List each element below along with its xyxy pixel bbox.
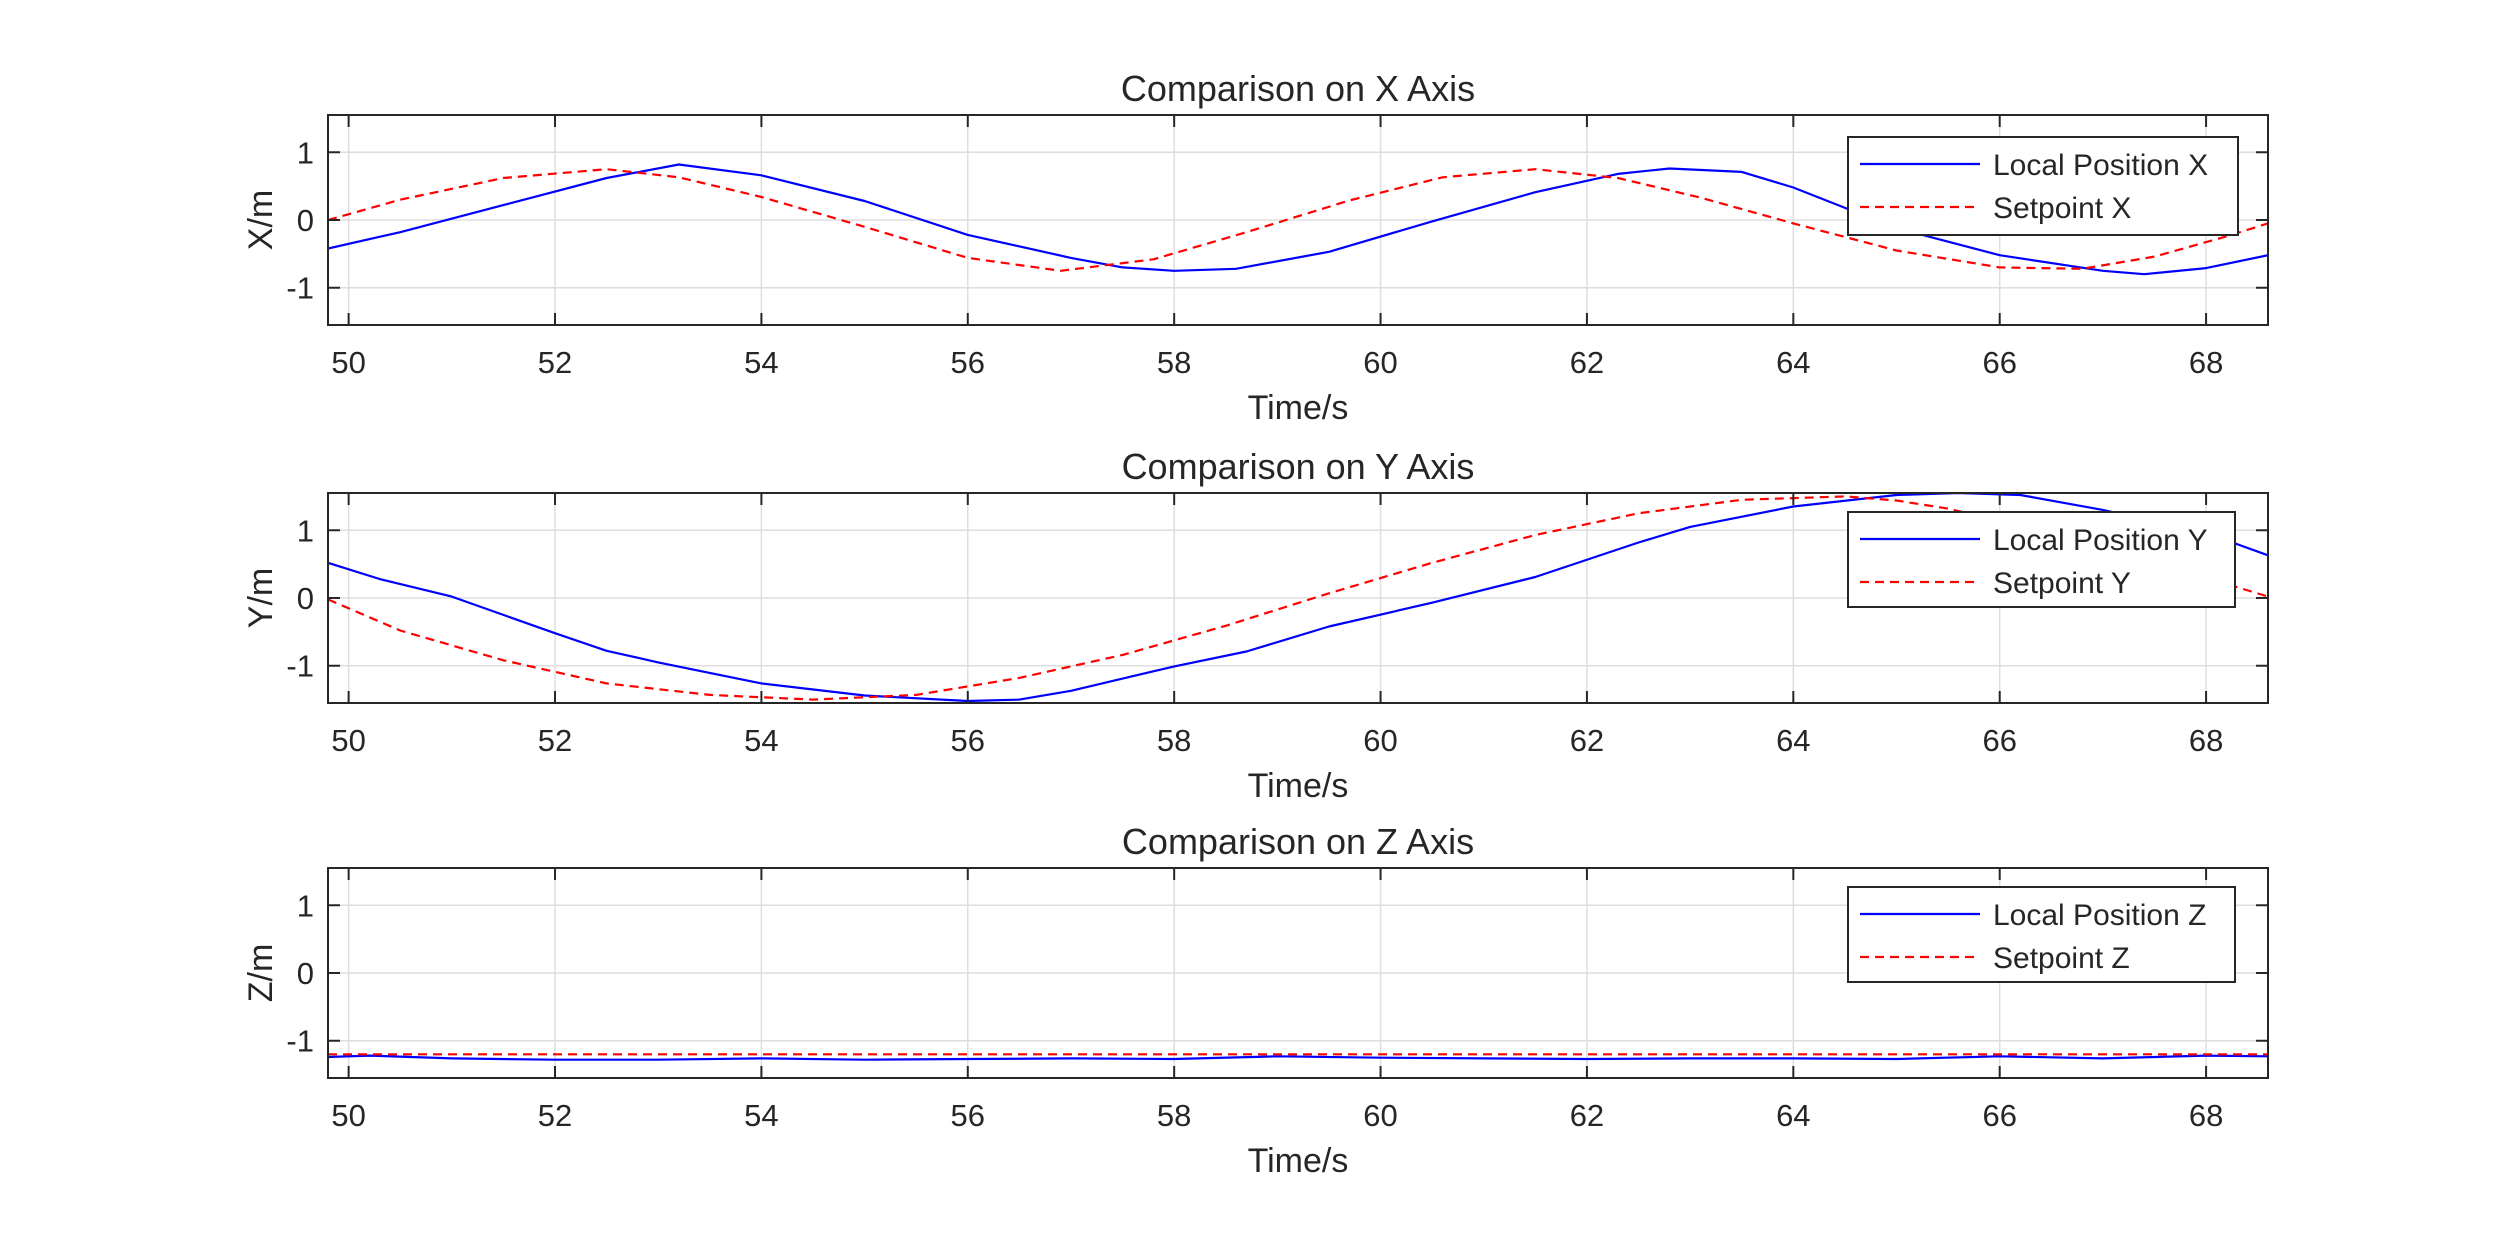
x-tick-label: 58	[1157, 1098, 1191, 1133]
x-tick-label: 60	[1363, 1098, 1397, 1133]
x-tick-label: 54	[744, 345, 778, 380]
y-axis-label: Z/m	[242, 944, 280, 1003]
x-tick-label: 58	[1157, 723, 1191, 758]
y-axis-label: X/m	[242, 190, 280, 250]
x-tick-label: 56	[951, 723, 985, 758]
y-tick-label: 0	[297, 203, 314, 238]
legend: Local Position X Setpoint X	[1847, 136, 2239, 236]
y-axis-label: Y/m	[242, 568, 280, 628]
x-tick-label: 54	[744, 723, 778, 758]
y-tick-label: 1	[297, 888, 314, 923]
setpoint-series-line	[328, 168, 2268, 272]
x-tick-label: 60	[1363, 723, 1397, 758]
x-tick-label: 68	[2189, 1098, 2223, 1133]
x-tick-label: 68	[2189, 723, 2223, 758]
x-axis-label: Time/s	[1248, 1142, 1349, 1180]
legend-box	[1847, 136, 2239, 236]
chart-title: Comparison on X Axis	[1121, 68, 1475, 109]
chart-title: Comparison on Y Axis	[1122, 446, 1475, 487]
x-tick-label: 64	[1776, 1098, 1810, 1133]
x-tick-label: 58	[1157, 345, 1191, 380]
chart-x-axis: 50 52 54 56 58 60 62 64 66 68 -1 0 1 Comparison on X …	[242, 68, 2269, 427]
x-tick-label: 64	[1776, 345, 1810, 380]
x-tick-label: 56	[951, 1098, 985, 1133]
local-position-series-line	[328, 1054, 2268, 1061]
legend-label: Local Position Y	[1993, 524, 2208, 557]
y-tick-label: -1	[286, 1024, 314, 1059]
x-tick-label: 66	[1982, 1098, 2016, 1133]
legend-label: Setpoint X	[1993, 192, 2131, 225]
x-tick-label: 62	[1570, 723, 1604, 758]
x-tick-label: 50	[331, 345, 365, 380]
series-group	[328, 163, 2268, 276]
x-tick-label: 52	[538, 723, 572, 758]
chart-z-axis: 50 52 54 56 58 60 62 64 66 68 -1 0 1 Comparison on Z …	[242, 821, 2269, 1180]
x-tick-label: 66	[1982, 345, 2016, 380]
legend-label: Setpoint Y	[1993, 567, 2131, 600]
x-tick-label: 64	[1776, 723, 1810, 758]
y-tick-label: 1	[297, 135, 314, 170]
legend-box	[1847, 511, 2236, 608]
series-group	[328, 1053, 2268, 1061]
legend: Local Position Y Setpoint Y	[1847, 511, 2236, 608]
x-tick-label: 62	[1570, 345, 1604, 380]
legend: Local Position Z Setpoint Z	[1847, 886, 2236, 983]
x-tick-label: 52	[538, 1098, 572, 1133]
x-tick-label: 60	[1363, 345, 1397, 380]
x-axis-label: Time/s	[1248, 389, 1349, 427]
y-tick-label: -1	[286, 271, 314, 306]
y-tick-label: -1	[286, 649, 314, 684]
y-tick-label: 0	[297, 581, 314, 616]
x-tick-label: 56	[951, 345, 985, 380]
x-tick-label: 50	[331, 1098, 365, 1133]
legend-label: Local Position Z	[1993, 899, 2206, 932]
local-position-series-line	[328, 493, 2268, 703]
legend-box	[1847, 886, 2236, 983]
x-tick-label: 52	[538, 345, 572, 380]
legend-label: Local Position X	[1993, 149, 2208, 182]
x-axis-label: Time/s	[1248, 767, 1349, 805]
x-tick-label: 54	[744, 1098, 778, 1133]
x-tick-label: 50	[331, 723, 365, 758]
y-tick-label: 0	[297, 956, 314, 991]
chart-title: Comparison on Z Axis	[1122, 821, 1474, 862]
local-position-series-line	[328, 163, 2268, 276]
legend-label: Setpoint Z	[1993, 942, 2130, 975]
chart-y-axis: 50 52 54 56 58 60 62 64 66 68 -1 0 1 Comparison on Y …	[242, 446, 2269, 805]
x-tick-label: 62	[1570, 1098, 1604, 1133]
x-tick-label: 66	[1982, 723, 2016, 758]
x-tick-label: 68	[2189, 345, 2223, 380]
y-tick-label: 1	[297, 513, 314, 548]
